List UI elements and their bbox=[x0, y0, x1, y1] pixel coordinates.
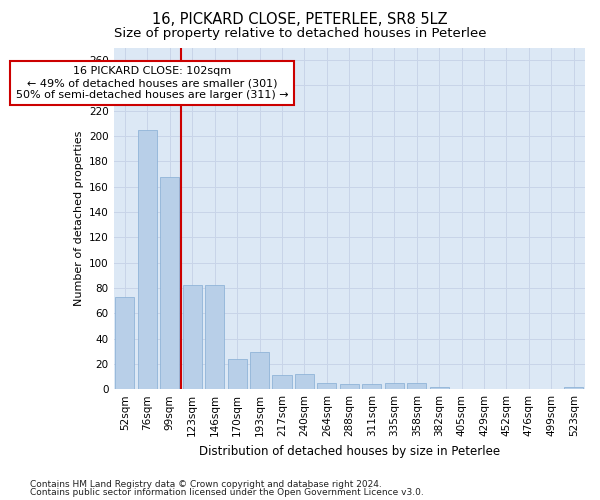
Bar bbox=[250, 352, 269, 389]
Bar bbox=[430, 386, 449, 389]
Bar bbox=[160, 176, 179, 389]
Text: 16, PICKARD CLOSE, PETERLEE, SR8 5LZ: 16, PICKARD CLOSE, PETERLEE, SR8 5LZ bbox=[152, 12, 448, 28]
Bar bbox=[407, 383, 426, 389]
Bar bbox=[340, 384, 359, 389]
Bar bbox=[205, 286, 224, 389]
Bar bbox=[295, 374, 314, 389]
Bar bbox=[317, 383, 337, 389]
Y-axis label: Number of detached properties: Number of detached properties bbox=[74, 130, 83, 306]
Text: Contains HM Land Registry data © Crown copyright and database right 2024.: Contains HM Land Registry data © Crown c… bbox=[30, 480, 382, 489]
Bar bbox=[138, 130, 157, 389]
Bar bbox=[182, 286, 202, 389]
Bar bbox=[564, 386, 583, 389]
Bar bbox=[272, 376, 292, 389]
Bar bbox=[385, 383, 404, 389]
Bar bbox=[115, 297, 134, 389]
Bar bbox=[362, 384, 382, 389]
Text: Contains public sector information licensed under the Open Government Licence v3: Contains public sector information licen… bbox=[30, 488, 424, 497]
Text: Size of property relative to detached houses in Peterlee: Size of property relative to detached ho… bbox=[114, 28, 486, 40]
Text: 16 PICKARD CLOSE: 102sqm
← 49% of detached houses are smaller (301)
50% of semi-: 16 PICKARD CLOSE: 102sqm ← 49% of detach… bbox=[16, 66, 288, 100]
X-axis label: Distribution of detached houses by size in Peterlee: Distribution of detached houses by size … bbox=[199, 444, 500, 458]
Bar bbox=[227, 359, 247, 389]
